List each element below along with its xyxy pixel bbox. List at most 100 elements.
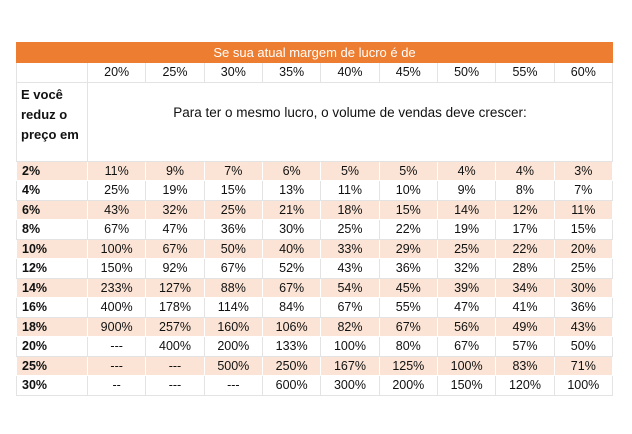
cell: 15% [553,219,614,240]
cell: 36% [203,219,263,240]
table-body: Se sua atual margem de lucro é de 20% 25% 3… [16,42,614,396]
cell: -- [86,375,147,396]
cell: 84% [261,297,322,318]
cell: 9% [145,160,205,181]
cell: 80% [378,336,438,357]
cell: 82% [320,316,380,337]
cell: 11% [553,199,614,220]
cell: 25% [203,199,263,220]
cell: 257% [145,316,205,337]
cell: 71% [553,355,614,376]
cell: --- [86,355,147,376]
row-label: 20% [16,336,88,357]
cell: 5% [320,160,380,181]
column-header: 45% [378,62,438,83]
cell: 67% [436,336,497,357]
cell: 9% [436,180,497,201]
cell: 41% [495,297,555,318]
cell: 400% [145,336,205,357]
cell: 14% [436,199,497,220]
cell: 52% [261,258,322,279]
cell: 43% [320,258,380,279]
cell: 92% [145,258,205,279]
cell: 30% [553,277,614,298]
cell: 32% [436,258,497,279]
cell: 10% [378,180,438,201]
row-header-title: E você reduz o preço em [16,81,88,162]
cell: 36% [378,258,438,279]
cell: 400% [86,297,147,318]
cell: 17% [495,219,555,240]
row-label: 10% [16,238,88,259]
cell: 127% [145,277,205,298]
data-row: 16% 400% 178% 114% 84% 67% 55% 47% 41% 36% [16,297,614,318]
cell: 600% [261,375,322,396]
cell: 167% [320,355,380,376]
column-header: 20% [86,62,147,83]
data-row: 10% 100% 67% 50% 40% 33% 29% 25% 22% 20% [16,238,614,259]
data-row: 6% 43% 32% 25% 21% 18% 15% 14% 12% 11% [16,199,614,220]
cell: 11% [320,180,380,201]
row-label: 30% [16,375,88,396]
column-header: 25% [145,62,205,83]
cell: 100% [86,238,147,259]
margin-table: Se sua atual margem de lucro é de 20% 25% 3… [16,42,614,396]
row-label: 8% [16,219,88,240]
cell: 19% [145,180,205,201]
cell: 4% [436,160,497,181]
data-row: 4% 25% 19% 15% 13% 11% 10% 9% 8% 7% [16,180,614,201]
cell: 67% [203,258,263,279]
cell: 22% [495,238,555,259]
cell: 39% [436,277,497,298]
cell: 125% [378,355,438,376]
cell: 28% [495,258,555,279]
cell: 32% [145,199,205,220]
cell: 150% [86,258,147,279]
cell: 3% [553,160,614,181]
cell: 13% [261,180,322,201]
cell: --- [145,375,205,396]
cell: 88% [203,277,263,298]
cell: 25% [320,219,380,240]
column-header: 35% [261,62,322,83]
cell: 15% [203,180,263,201]
cell: 200% [378,375,438,396]
cell: 50% [203,238,263,259]
cell: 67% [320,297,380,318]
cell: 25% [86,180,147,201]
data-row: 8% 67% 47% 36% 30% 25% 22% 19% 17% 15% [16,219,614,240]
cell: 6% [261,160,322,181]
corner [16,62,88,83]
cell: 114% [203,297,263,318]
data-row: 18% 900% 257% 160% 106% 82% 67% 56% 49% 43% [16,316,614,337]
cell: 7% [553,180,614,201]
cell: 19% [436,219,497,240]
data-row: 30% -- --- --- 600% 300% 200% 150% 120% 100% [16,375,614,396]
cell: --- [203,375,263,396]
cell: 120% [495,375,555,396]
row-label: 25% [16,355,88,376]
column-header: 30% [203,62,263,83]
cell: 8% [495,180,555,201]
row-label: 16% [16,297,88,318]
cell: 12% [495,199,555,220]
cell: 200% [203,336,263,357]
cell: 30% [261,219,322,240]
data-row: 12% 150% 92% 67% 52% 43% 36% 32% 28% 25% [16,258,614,279]
cell: 20% [553,238,614,259]
cell: 7% [203,160,263,181]
data-row: 25% --- --- 500% 250% 167% 125% 100% 83% 71% [16,355,614,376]
cell: 100% [320,336,380,357]
cell: 25% [553,258,614,279]
cell: 67% [378,316,438,337]
cell: 4% [495,160,555,181]
cell: 133% [261,336,322,357]
cell: 67% [145,238,205,259]
cell: 178% [145,297,205,318]
cell: 34% [495,277,555,298]
cell: 47% [436,297,497,318]
column-header: 40% [320,62,380,83]
cell: 40% [261,238,322,259]
cell: 25% [436,238,497,259]
